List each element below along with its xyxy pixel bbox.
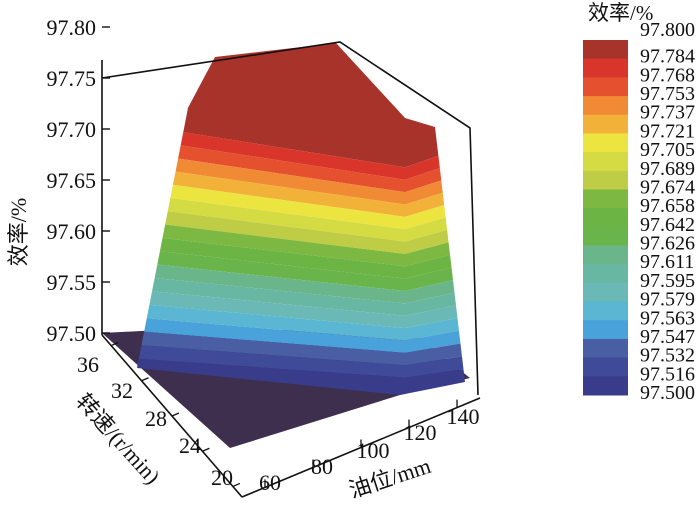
colorbar-swatch <box>583 114 628 134</box>
colorbar-label: 97.800 <box>640 19 695 41</box>
surface-band <box>137 230 465 279</box>
x-tick-label: 80 <box>311 454 333 479</box>
colorbar-swatch <box>583 152 628 172</box>
x-tick-label: 140 <box>447 404 480 429</box>
colorbar-swatch <box>583 96 628 116</box>
y-tick-label: 24 <box>179 433 201 458</box>
colorbar-label: 97.516 <box>640 363 695 385</box>
colorbar-swatch <box>583 264 628 284</box>
colorbar-label: 97.532 <box>640 345 695 367</box>
colorbar-label: 97.721 <box>640 120 695 142</box>
surface-band <box>137 216 465 267</box>
box-top-edge <box>101 41 479 396</box>
colorbar-label: 97.674 <box>640 176 695 198</box>
surface-band <box>137 286 465 329</box>
colorbar-swatch <box>583 357 628 377</box>
surface-band <box>137 188 465 242</box>
colorbar-label: 97.595 <box>640 270 695 292</box>
colorbar-label: 97.737 <box>640 102 695 124</box>
colorbar-title: 效率/% <box>588 1 653 25</box>
surface-band <box>137 342 465 378</box>
colorbar-label: 97.626 <box>640 233 695 255</box>
y-tick-label: 36 <box>77 352 99 377</box>
y-tick <box>171 412 180 417</box>
z-axis-title: 效率/% <box>6 198 31 266</box>
y-tick-label: 20 <box>211 465 233 490</box>
colorbar-label: 97.642 <box>640 214 695 236</box>
colorbar-swatch <box>583 40 628 60</box>
z-tick-label: 97.70 <box>47 117 97 142</box>
colorbar-swatch <box>583 338 628 359</box>
x-tick-label: 100 <box>357 438 390 463</box>
colorbar-swatch <box>583 245 628 265</box>
y-tick-label: 32 <box>111 378 133 403</box>
colorbar: 97.800 97.78497.76897.75397.73797.72197.7… <box>583 19 695 404</box>
x-tick-label: 60 <box>259 470 281 495</box>
y-tick <box>110 341 119 347</box>
surface-band <box>137 118 465 180</box>
surface-band <box>137 146 465 205</box>
colorbar-label: 97.611 <box>640 251 694 273</box>
surface-band <box>137 272 465 316</box>
z-tick-label: 97.60 <box>47 219 97 244</box>
z-tick-label: 97.75 <box>47 66 97 91</box>
surface-band <box>137 300 465 341</box>
colorbar-label: 97.784 <box>640 46 695 68</box>
colorbar-label: 97.689 <box>640 158 695 180</box>
y-axis-title: 转速/(r/min) <box>71 389 165 489</box>
colorbar-label: 97.705 <box>640 139 695 161</box>
colorbar-swatch <box>583 376 628 396</box>
colorbar-swatch <box>583 170 628 190</box>
colorbar-label: 97.768 <box>640 64 695 86</box>
colorbar-swatch <box>583 301 628 321</box>
y-tick-label: 28 <box>145 406 167 431</box>
ticks: 97.50 97.55 97.60 97.65 97.70 97.75 97.80 36 32 2… <box>47 15 480 495</box>
z-tick-label: 97.55 <box>47 270 97 295</box>
z-tick-label: 97.65 <box>47 168 97 193</box>
z-tick-label: 97.80 <box>47 15 97 40</box>
colorbar-swatch <box>583 77 628 97</box>
surface-bands <box>137 43 465 395</box>
colorbar-swatch <box>583 226 628 247</box>
surface-band <box>137 258 465 304</box>
colorbar-label: 97.753 <box>640 83 695 105</box>
colorbar-swatch <box>583 208 628 228</box>
colorbar-swatch <box>583 189 628 209</box>
colorbar-label: 97.579 <box>640 289 695 311</box>
colorbar-swatch <box>583 320 628 340</box>
surface-band <box>137 202 465 254</box>
surface-band <box>137 174 465 230</box>
y-tick <box>141 377 149 382</box>
colorbar-swatch <box>583 58 628 78</box>
y-tick <box>202 447 210 452</box>
y-tick <box>232 482 241 488</box>
colorbar-label: 97.500 <box>640 382 695 404</box>
surface-band <box>137 328 465 366</box>
colorbar-swatch <box>583 282 628 303</box>
colorbar-label: 97.547 <box>640 326 695 348</box>
surface-band <box>137 314 465 353</box>
surface-band <box>137 160 465 217</box>
colorbar-swatch <box>583 133 628 153</box>
colorbar-label: 97.563 <box>640 307 695 329</box>
surface-band <box>137 244 465 292</box>
surface-band <box>137 132 465 193</box>
z-tick-label: 97.50 <box>47 321 97 346</box>
colorbar-label: 97.658 <box>640 195 695 217</box>
